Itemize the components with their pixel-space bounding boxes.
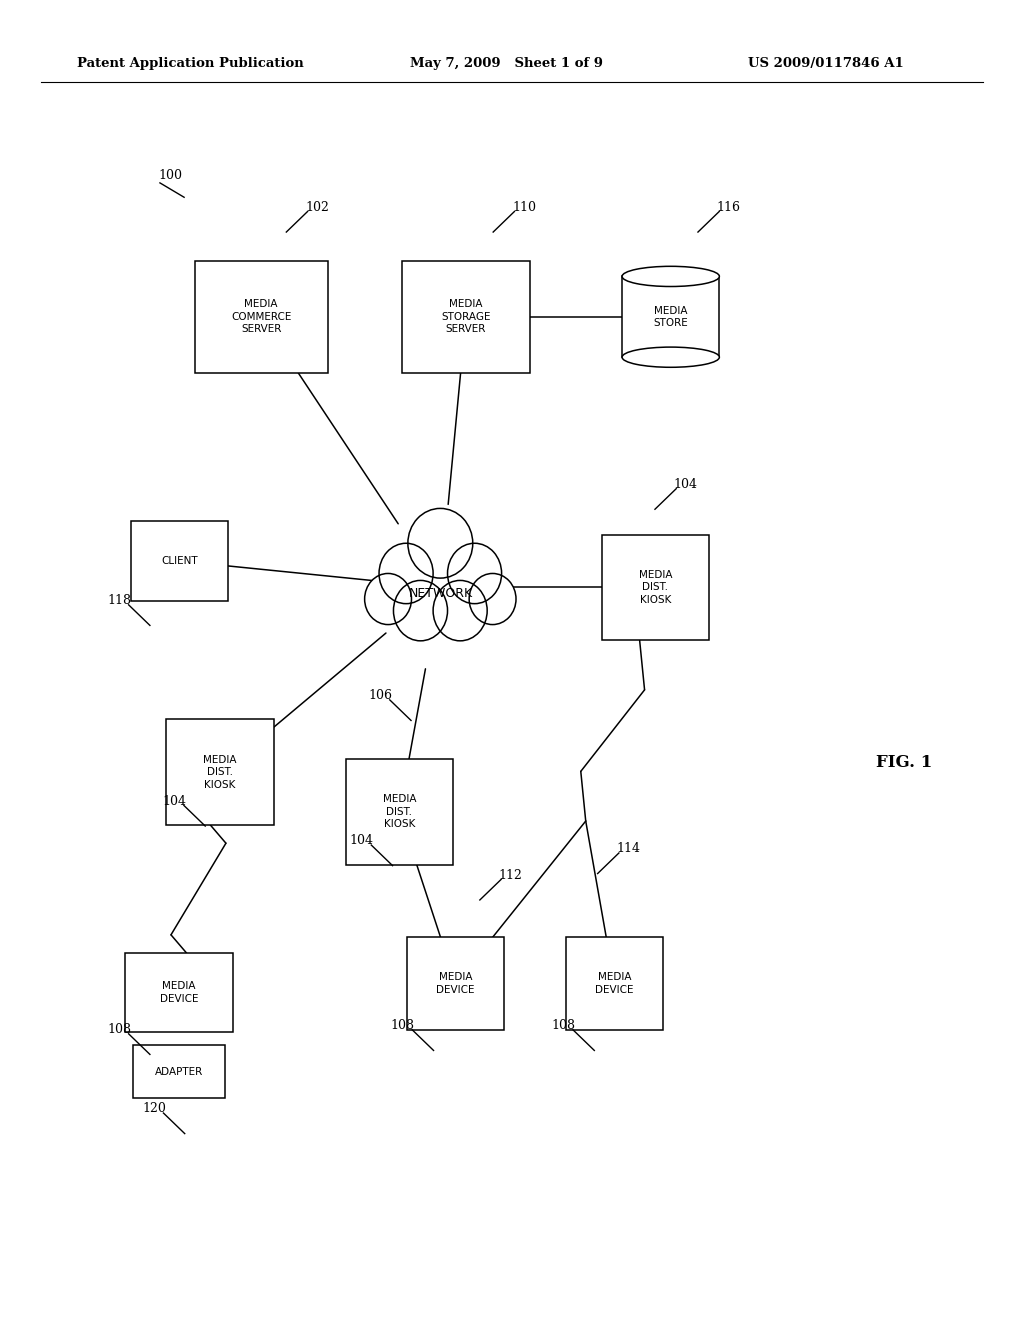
Ellipse shape — [447, 544, 502, 603]
FancyBboxPatch shape — [133, 1045, 225, 1098]
Text: 110: 110 — [512, 201, 536, 214]
Text: MEDIA
DIST.
KIOSK: MEDIA DIST. KIOSK — [639, 570, 672, 605]
Text: 118: 118 — [108, 594, 131, 607]
Text: 104: 104 — [350, 834, 374, 847]
Text: 106: 106 — [369, 689, 392, 702]
Text: Patent Application Publication: Patent Application Publication — [77, 57, 303, 70]
FancyBboxPatch shape — [131, 521, 227, 601]
Text: 112: 112 — [499, 869, 522, 882]
FancyBboxPatch shape — [195, 261, 328, 372]
Text: 114: 114 — [616, 842, 640, 855]
Ellipse shape — [623, 267, 719, 286]
FancyBboxPatch shape — [408, 937, 505, 1030]
Ellipse shape — [433, 581, 487, 640]
Ellipse shape — [379, 544, 433, 603]
Ellipse shape — [393, 581, 447, 640]
FancyBboxPatch shape — [401, 261, 530, 372]
Text: CLIENT: CLIENT — [161, 556, 198, 566]
Text: NETWORK: NETWORK — [409, 586, 472, 599]
Text: 108: 108 — [108, 1023, 131, 1036]
Text: May 7, 2009   Sheet 1 of 9: May 7, 2009 Sheet 1 of 9 — [410, 57, 602, 70]
Text: 120: 120 — [142, 1102, 166, 1115]
Ellipse shape — [469, 573, 516, 624]
FancyBboxPatch shape — [602, 535, 709, 640]
FancyBboxPatch shape — [623, 276, 719, 358]
FancyBboxPatch shape — [125, 953, 232, 1032]
Text: MEDIA
COMMERCE
SERVER: MEDIA COMMERCE SERVER — [231, 300, 291, 334]
FancyBboxPatch shape — [565, 937, 664, 1030]
Text: MEDIA
STORE: MEDIA STORE — [653, 306, 688, 327]
Text: MEDIA
DEVICE: MEDIA DEVICE — [436, 973, 475, 994]
Text: 100: 100 — [159, 169, 182, 182]
Text: MEDIA
STORAGE
SERVER: MEDIA STORAGE SERVER — [441, 300, 490, 334]
Text: MEDIA
DEVICE: MEDIA DEVICE — [160, 982, 199, 1003]
Text: MEDIA
DIST.
KIOSK: MEDIA DIST. KIOSK — [383, 795, 416, 829]
Text: MEDIA
DIST.
KIOSK: MEDIA DIST. KIOSK — [204, 755, 237, 789]
Ellipse shape — [365, 573, 412, 624]
Ellipse shape — [623, 347, 719, 367]
Ellipse shape — [408, 508, 473, 578]
FancyBboxPatch shape — [346, 759, 453, 865]
Text: US 2009/0117846 A1: US 2009/0117846 A1 — [748, 57, 903, 70]
Text: ADAPTER: ADAPTER — [155, 1067, 204, 1077]
Text: 108: 108 — [391, 1019, 415, 1032]
Text: 104: 104 — [674, 478, 697, 491]
Text: 104: 104 — [163, 795, 186, 808]
Text: 102: 102 — [305, 201, 329, 214]
Text: MEDIA
DEVICE: MEDIA DEVICE — [595, 973, 634, 994]
Text: 116: 116 — [717, 201, 740, 214]
Text: FIG. 1: FIG. 1 — [876, 755, 932, 771]
FancyBboxPatch shape — [166, 719, 274, 825]
Text: 108: 108 — [552, 1019, 575, 1032]
